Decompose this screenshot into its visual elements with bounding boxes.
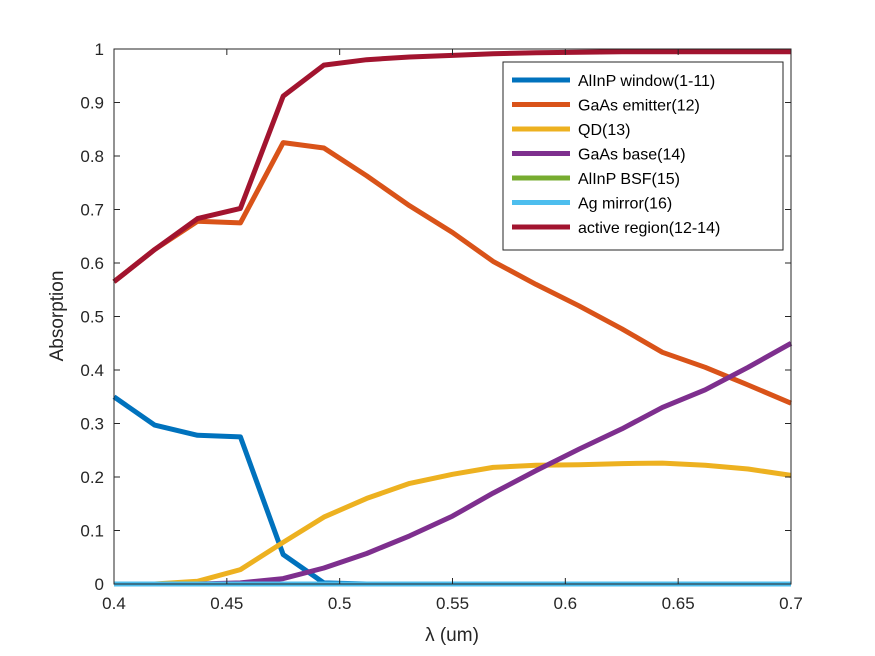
legend-label-0: AlInP window(1-11) (578, 73, 715, 90)
legend-label-2: QD(13) (578, 122, 630, 139)
series-line-2 (114, 460, 792, 587)
y-tick-label: 0.9 (80, 94, 104, 113)
y-tick-label: 0.7 (80, 201, 104, 220)
legend-label-1: GaAs emitter(12) (578, 98, 700, 115)
tick-layer (113, 48, 792, 585)
y-tick-label: 0.6 (80, 254, 104, 273)
legend: AlInP window(1-11) GaAs emitter(12) QD(13)… (502, 61, 784, 251)
legend-label-3: GaAs base(14) (578, 147, 686, 164)
x-axis-title: λ (um) (425, 625, 479, 646)
y-tick-label: 0.5 (80, 308, 104, 327)
legend-label-6: active region(12-14) (578, 220, 720, 237)
y-tick-label: 0.8 (80, 147, 104, 166)
legend-items: AlInP window(1-11) GaAs emitter(12) QD(13)… (512, 73, 720, 237)
x-tick-label: 0.45 (210, 594, 243, 613)
y-tick-label: 0.3 (80, 415, 104, 434)
y-tick-label: 0.1 (80, 522, 104, 541)
y-tick-label: 0.4 (80, 361, 104, 380)
x-tick-label: 0.65 (662, 594, 695, 613)
y-tick-label: 1 (95, 40, 104, 59)
legend-label-4: AlInP BSF(15) (578, 171, 680, 188)
x-tick-label: 0.55 (436, 594, 469, 613)
x-tick-label: 0.5 (328, 594, 352, 613)
x-tick-label: 0.4 (102, 594, 126, 613)
y-tick-labels: 0 0.1 0.2 0.3 0.4 0.5 0.6 0.7 0.8 0.9 1 (80, 40, 104, 594)
x-tick-label: 0.7 (779, 594, 803, 613)
y-tick-label: 0.2 (80, 468, 104, 487)
y-axis-title: Absorption (47, 271, 68, 362)
y-tick-label: 0 (95, 575, 104, 594)
x-tick-labels: 0.4 0.45 0.5 0.55 0.6 0.65 0.7 (102, 594, 803, 613)
series-line-6 (112, 49, 791, 284)
x-tick-label: 0.6 (554, 594, 578, 613)
series-line-1 (112, 140, 792, 406)
legend-label-5: Ag mirror(16) (578, 196, 672, 213)
